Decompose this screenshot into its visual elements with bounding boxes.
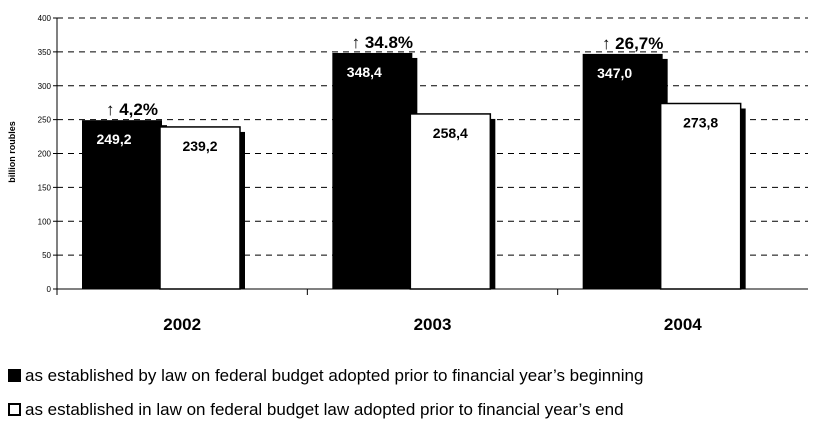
data-label: 249,2	[96, 131, 131, 147]
change-annotation: ↑ 26,7%	[602, 34, 663, 53]
y-tick-label: 300	[38, 82, 52, 91]
legend-label-series-1: as established by law on federal budget …	[25, 366, 644, 385]
legend-swatch-white	[8, 403, 21, 416]
x-tick-label: 2002	[163, 315, 201, 334]
y-axis-label: billion roubles	[7, 121, 17, 183]
y-tick-label: 150	[38, 183, 52, 192]
bar-black-2002	[82, 120, 162, 290]
legend-swatch-black	[8, 369, 21, 382]
legend-item-series-1: as established by law on federal budget …	[8, 366, 643, 386]
y-tick-label: 250	[38, 116, 52, 125]
y-tick-label: 100	[38, 217, 52, 226]
y-tick-label: 50	[42, 251, 51, 260]
bar-chart: 249,2 239,2 ↑ 4,2% 348,4 258,4 ↑ 34.8% 347,0 27…	[7, 14, 808, 334]
x-tick-label: 2003	[414, 315, 452, 334]
data-label: 347,0	[597, 65, 632, 81]
data-label: 239,2	[182, 138, 217, 154]
data-label: 258,4	[433, 125, 468, 141]
data-label: 273,8	[683, 115, 718, 131]
legend-item-series-2: as established in law on federal budget …	[8, 400, 624, 420]
y-tick-label: 350	[38, 48, 52, 57]
bar-black-2004	[582, 53, 663, 289]
data-label: 348,4	[347, 64, 382, 80]
y-tick-label: 200	[38, 150, 52, 159]
legend-label-series-2: as established in law on federal budget …	[25, 400, 624, 419]
bar-black-2003	[332, 52, 413, 289]
bars: 249,2 239,2 ↑ 4,2% 348,4 258,4 ↑ 34.8% 347,0 27…	[82, 33, 746, 290]
x-tick-label: 2004	[664, 315, 702, 334]
change-annotation: ↑ 34.8%	[352, 33, 413, 52]
y-tick-label: 400	[38, 14, 52, 23]
bar-white-2004	[659, 102, 742, 290]
bar-white-2002	[159, 126, 241, 290]
axes: 0 50 100 150 200 250 300 350 400 2002 2003 2004	[38, 14, 808, 334]
y-tick-label: 0	[47, 285, 52, 294]
change-annotation: ↑ 4,2%	[106, 100, 158, 119]
